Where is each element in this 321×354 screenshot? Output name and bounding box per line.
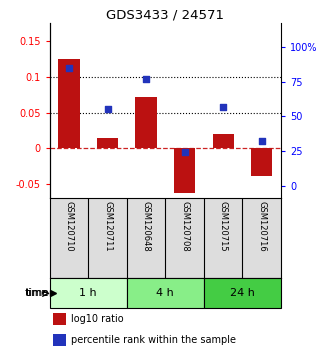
Text: time: time	[26, 289, 50, 298]
Bar	[251, 148, 272, 176]
Point	[143, 76, 149, 82]
Bar	[58, 59, 80, 148]
Bar	[174, 148, 195, 193]
Text: 1 h: 1 h	[80, 289, 97, 298]
Point	[182, 149, 187, 155]
Text: percentile rank within the sample: percentile rank within the sample	[71, 335, 236, 345]
Text: GSM120708: GSM120708	[180, 201, 189, 252]
Text: GSM120711: GSM120711	[103, 201, 112, 251]
Bar	[54, 313, 66, 325]
Text: 4 h: 4 h	[156, 289, 174, 298]
Title: GDS3433 / 24571: GDS3433 / 24571	[106, 9, 224, 22]
Point	[105, 107, 110, 112]
Bar	[204, 279, 281, 308]
Text: GSM120715: GSM120715	[219, 201, 228, 251]
Text: time: time	[24, 289, 48, 298]
Text: log10 ratio: log10 ratio	[71, 314, 123, 324]
Bar	[54, 334, 66, 346]
Bar	[50, 279, 127, 308]
Bar	[213, 134, 234, 148]
Bar	[127, 279, 204, 308]
Bar	[135, 97, 157, 148]
Bar	[97, 138, 118, 148]
Text: 24 h: 24 h	[230, 289, 255, 298]
Point	[259, 138, 264, 144]
Point	[221, 104, 226, 109]
Text: GSM120716: GSM120716	[257, 201, 266, 252]
Text: GSM120710: GSM120710	[65, 201, 74, 251]
Text: GSM120648: GSM120648	[142, 201, 151, 252]
Point	[66, 65, 72, 71]
